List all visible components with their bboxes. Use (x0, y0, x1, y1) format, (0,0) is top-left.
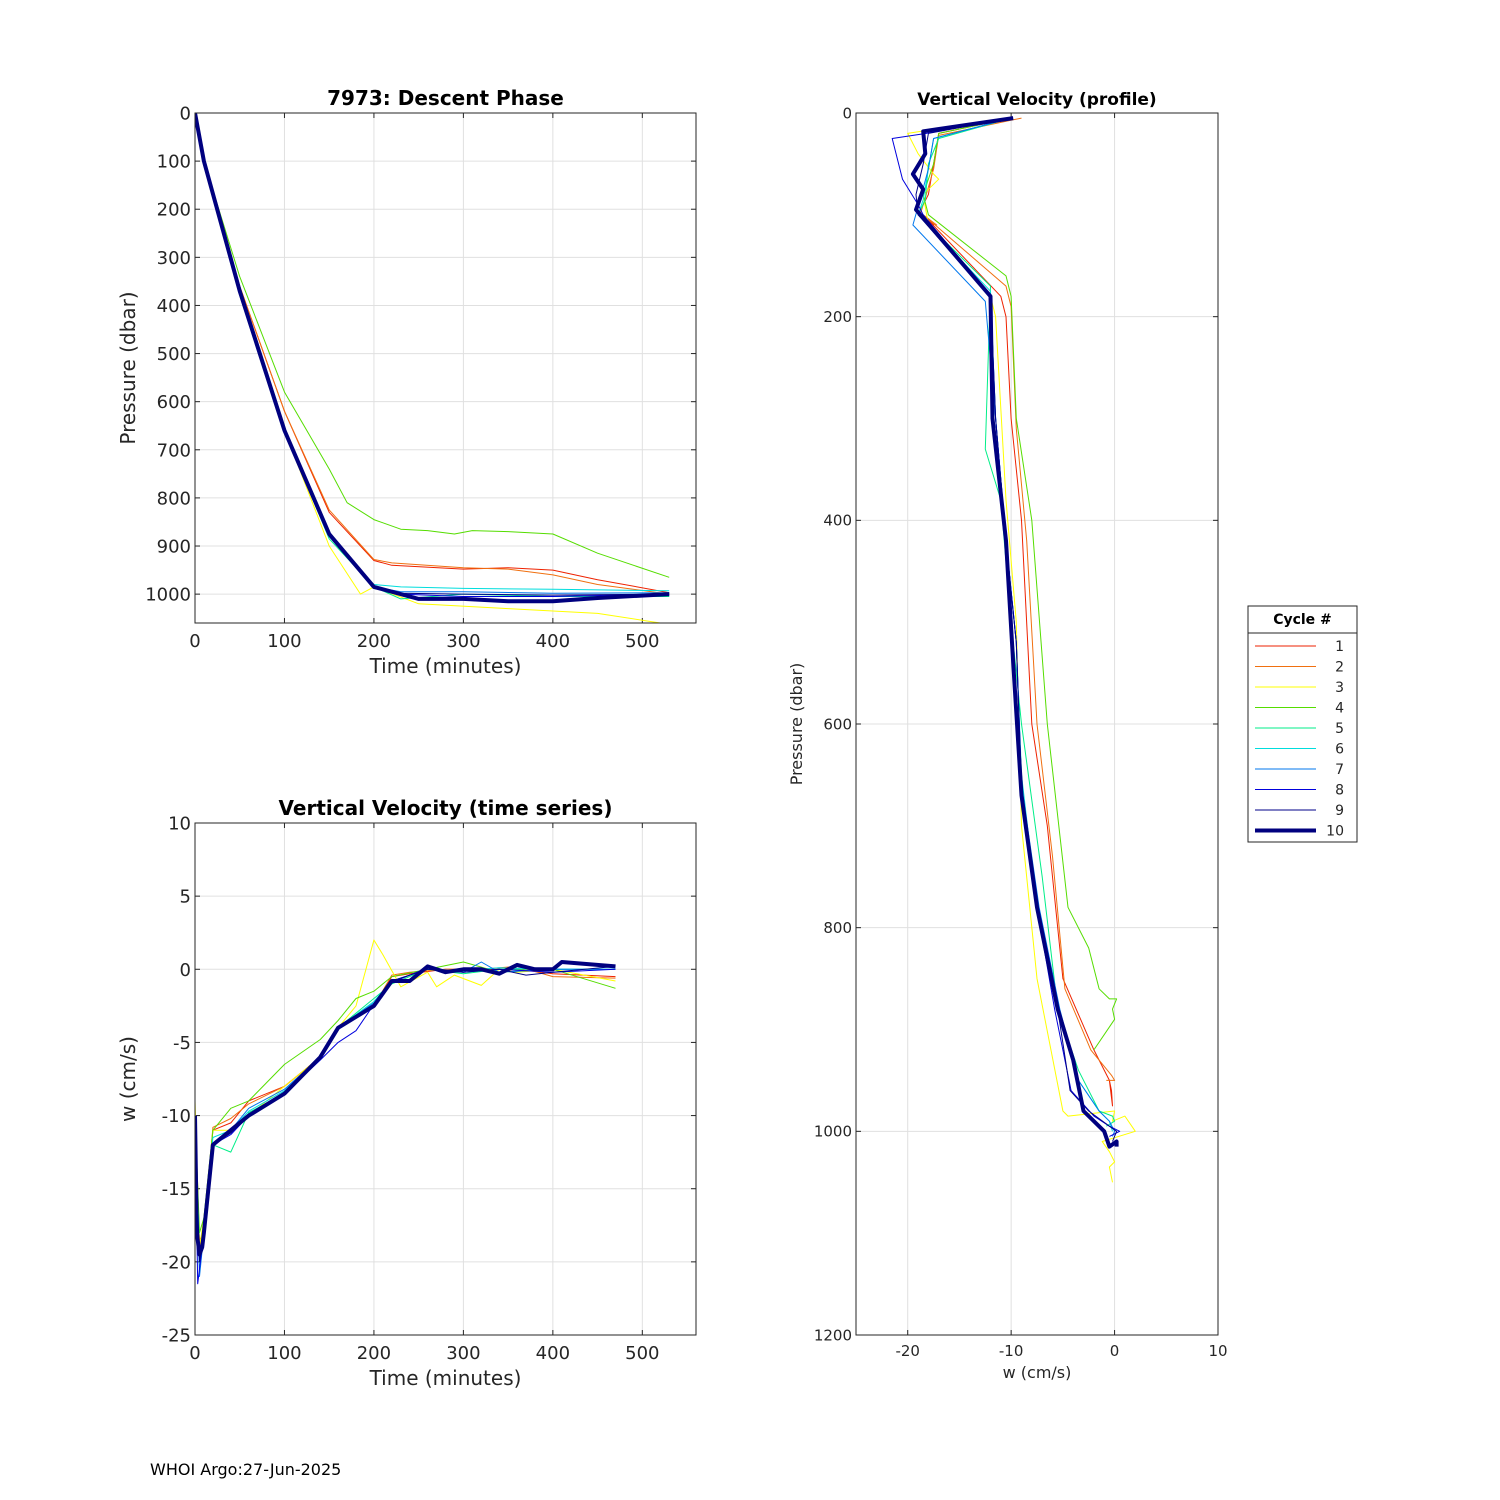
footer-text: WHOI Argo:27-Jun-2025 (150, 1460, 342, 1479)
w_profile-y-tick-label: 600 (823, 715, 852, 733)
w_profile-x-axis-label: w (cm/s) (1003, 1363, 1072, 1382)
descent-x-tick-label: 400 (536, 631, 570, 652)
descent-chart: 0 100 200 300 400 500 0 100 200 300 400 500 600 700 80… (116, 86, 697, 678)
w_profile-y-axis-label: Pressure (dbar) (787, 663, 806, 786)
w_time-plot-area (195, 823, 696, 1335)
descent-y-tick-label: 0 (180, 103, 191, 124)
descent-y-tick-label: 1000 (145, 585, 191, 606)
descent-x-tick-label: 100 (267, 631, 301, 652)
descent-x-tick-label: 300 (446, 631, 480, 652)
w_time-x-tick-label: 100 (267, 1343, 301, 1364)
w_profile-x-tick-label: -10 (999, 1342, 1024, 1360)
w_time-x-tick-label: 500 (625, 1343, 659, 1364)
w_profile-y-tick-label: 200 (823, 308, 852, 326)
descent-x-tick-label: 500 (625, 631, 659, 652)
legend-label-5: 5 (1335, 721, 1344, 737)
w_profile-axes-frame (855, 112, 1219, 1336)
w_profile-title: Vertical Velocity (profile) (917, 90, 1156, 110)
descent-plot-area (195, 113, 696, 623)
descent-y-tick-label: 200 (157, 200, 191, 221)
w_time-y-tick-label: -5 (173, 1033, 191, 1054)
legend-label-1: 1 (1335, 639, 1344, 655)
descent-y-tick-label: 900 (157, 536, 191, 557)
descent-series-10-line (195, 113, 670, 604)
legend-label-6: 6 (1335, 742, 1344, 758)
legend-label-3: 3 (1335, 680, 1344, 696)
w_time-axes-frame (194, 822, 697, 1336)
w_time-x-tick-label: 300 (446, 1343, 480, 1364)
descent-y-tick-label: 500 (157, 344, 191, 365)
descent-x-axis-label: Time (minutes) (369, 654, 522, 678)
w_profile-y-tick-label: 1000 (814, 1123, 852, 1141)
w_time-x-tick-label: 400 (536, 1343, 570, 1364)
legend-label-4: 4 (1335, 701, 1344, 717)
descent-x-tick-label: 200 (357, 631, 391, 652)
w_time-y-tick-label: 5 (180, 887, 191, 908)
descent-y-tick-label: 300 (157, 248, 191, 269)
w_time-series-10-line (195, 960, 616, 1257)
descent-x-tick-label: 0 (189, 631, 200, 652)
legend-label-2: 2 (1335, 660, 1344, 676)
w_time-chart: 0 100 200 300 400 500 10 5 0 -5 -10 -15 -20 -25 Vertic… (116, 796, 697, 1390)
descent-title: 7973: Descent Phase (327, 86, 564, 110)
w_time-x-axis-label: Time (minutes) (369, 1366, 522, 1390)
descent-axes-frame (194, 112, 697, 624)
w_time-x-tick-label: 0 (189, 1343, 200, 1364)
legend: Cycle #1 2 3 4 5 6 7 8 9 10 (1247, 605, 1358, 843)
legend-title: Cycle # (1273, 612, 1332, 628)
w_profile-y-tick-label: 800 (823, 919, 852, 937)
w_time-x-tick-label: 200 (357, 1343, 391, 1364)
descent-y-tick-label: 100 (157, 152, 191, 173)
w_time-y-tick-label: 0 (180, 960, 191, 981)
w_profile-series-3-line (907, 117, 1136, 1183)
w_profile-x-tick-label: 0 (1110, 1342, 1120, 1360)
w_profile-y-tick-label: 400 (823, 512, 852, 530)
descent-y-tick-label: 400 (157, 296, 191, 317)
w_time-series-3-line (195, 939, 616, 1248)
w_time-series-group (195, 939, 616, 1285)
w_time-y-tick-label: 10 (168, 813, 191, 834)
w_profile-series-group (891, 116, 1136, 1183)
descent-y-axis-label: Pressure (dbar) (116, 291, 140, 444)
w_time-y-tick-label: -10 (162, 1106, 191, 1127)
w_profile-y-tick-label: 0 (842, 104, 852, 122)
descent-y-tick-label: 600 (157, 392, 191, 413)
w_profile-x-tick-label: -20 (895, 1342, 920, 1360)
w_time-y-axis-label: w (cm/s) (116, 1036, 140, 1122)
w_profile-x-tick-label: 10 (1208, 1342, 1227, 1360)
legend-label-9: 9 (1335, 803, 1344, 819)
descent-y-tick-label: 800 (157, 488, 191, 509)
w_time-y-tick-label: -25 (162, 1325, 191, 1346)
legend-label-8: 8 (1335, 783, 1344, 799)
w_time-title: Vertical Velocity (time series) (279, 796, 613, 820)
w_time-y-tick-label: -15 (162, 1179, 191, 1200)
w_profile-y-tick-label: 1200 (814, 1326, 852, 1344)
legend-label-7: 7 (1335, 762, 1344, 778)
legend-label-10: 10 (1326, 824, 1344, 840)
descent-y-tick-label: 700 (157, 440, 191, 461)
w_time-y-tick-label: -20 (162, 1252, 191, 1273)
w_profile-series-10-line (910, 116, 1119, 1149)
descent-series-group (195, 113, 670, 623)
legend-box (1247, 605, 1358, 843)
descent-series-4-line (195, 113, 670, 578)
